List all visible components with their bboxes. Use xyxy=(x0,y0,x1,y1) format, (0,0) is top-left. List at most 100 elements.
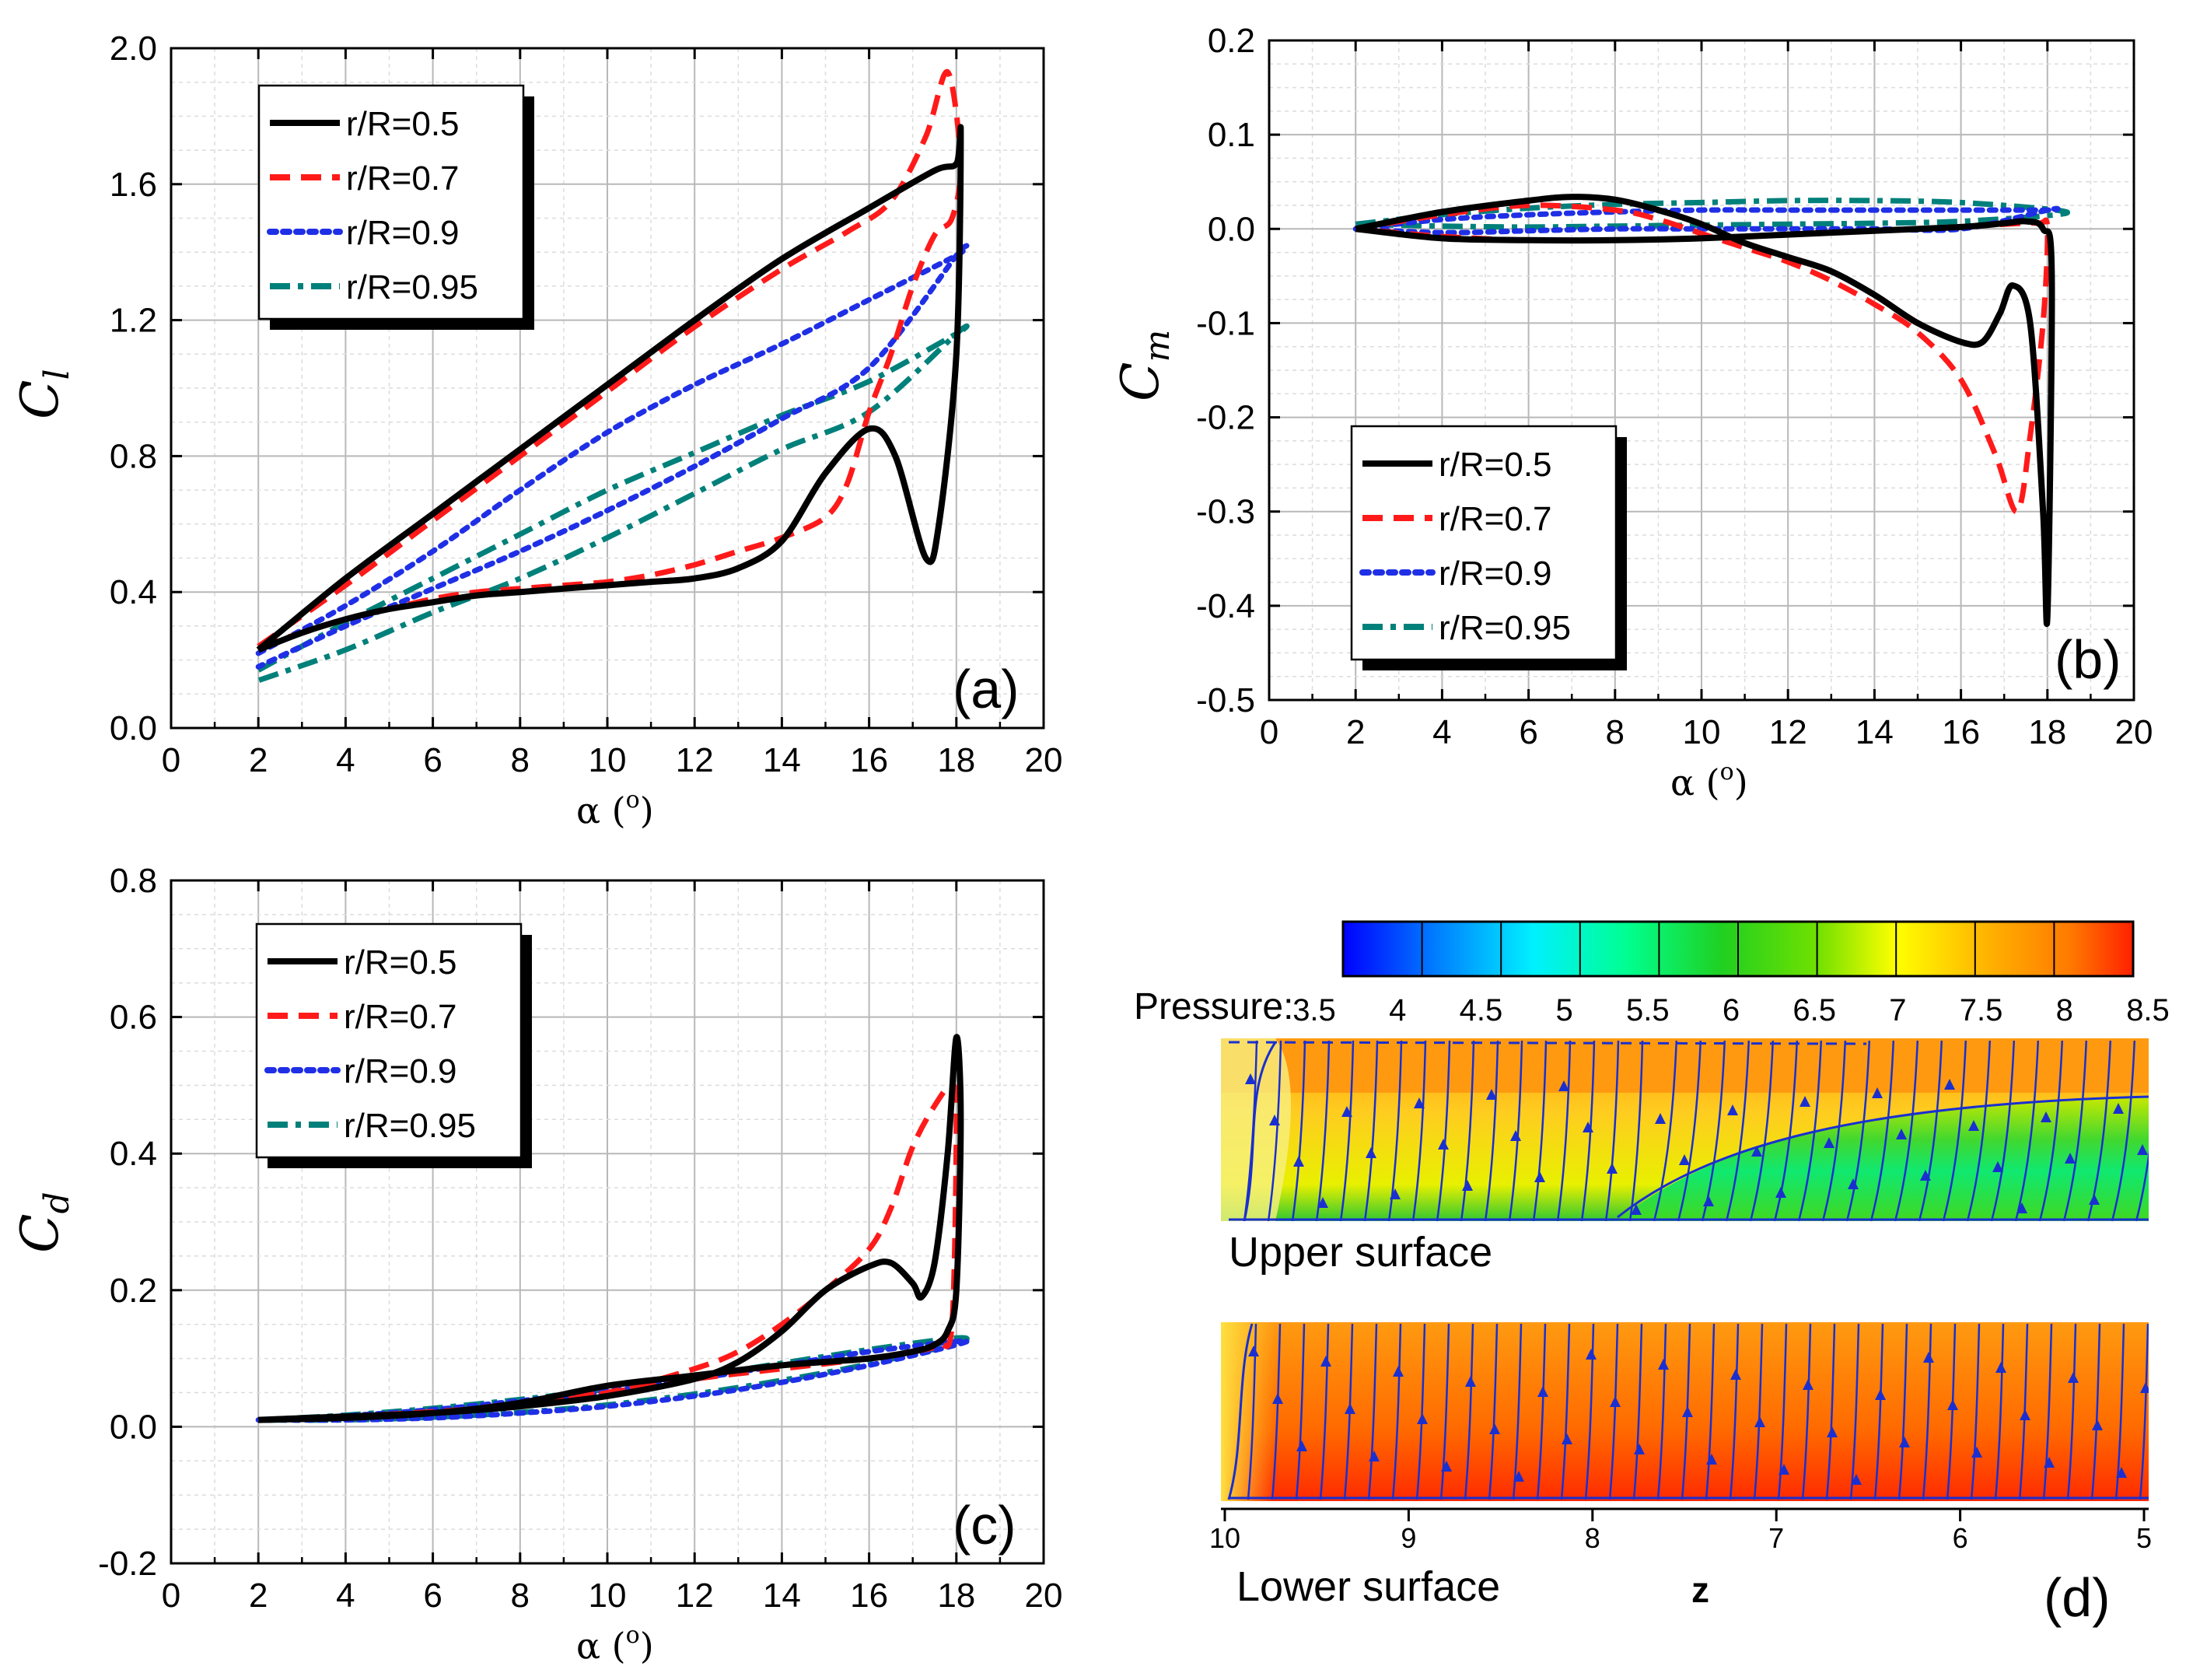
streamline xyxy=(1367,1323,1378,1500)
legend-label: r/R=0.95 xyxy=(344,1107,476,1145)
colorbar-tick-labels: 3.5 4 4.5 5 5.5 6 6.5 7 7.5 8 8.5 xyxy=(1292,993,2170,1027)
colorbar-label: Pressure: xyxy=(1134,986,1293,1027)
streamline-arrow xyxy=(1438,1139,1449,1150)
legend-label: r/R=0.5 xyxy=(346,105,460,143)
streamline-arrow xyxy=(1848,1178,1859,1189)
streamline-arrow xyxy=(1824,1137,1834,1148)
y-tick-label: -0.1 xyxy=(1196,304,1255,342)
streamline xyxy=(1532,1040,1548,1221)
y-tick-label: 0.6 xyxy=(110,999,157,1037)
streamline xyxy=(1777,1323,1788,1500)
lower-surface-streamlines xyxy=(1227,1323,2149,1500)
colorbar-tick-label: 6.5 xyxy=(1793,993,1836,1027)
streamline xyxy=(1628,1040,1644,1221)
x-axis-title-main: α ( xyxy=(576,1625,626,1667)
colorbar-tick-label: 3.5 xyxy=(1292,993,1336,1027)
streamline xyxy=(1391,1323,1402,1500)
streamline xyxy=(1247,1323,1257,1500)
series-line-b-2 xyxy=(1352,205,2061,236)
z-tick-label: 8 xyxy=(1585,1522,1600,1554)
streamline-arrow xyxy=(1513,1471,1524,1482)
streamline-arrow xyxy=(2068,1372,2079,1383)
x-tick-label: 4 xyxy=(336,1577,355,1615)
streamline xyxy=(1897,1323,1908,1500)
streamline xyxy=(1994,1323,2005,1500)
streamline-arrow xyxy=(1562,1433,1572,1444)
x-tick-label: 0 xyxy=(1260,713,1278,751)
legend-label: r/R=0.9 xyxy=(344,1052,457,1090)
streamline xyxy=(1942,1040,1967,1221)
x-tick-label: 8 xyxy=(511,741,530,779)
streamline xyxy=(1464,1323,1474,1500)
z-tick-label: 5 xyxy=(2136,1522,2152,1554)
streamline-arrow xyxy=(1800,1096,1810,1107)
legend-label: r/R=0.7 xyxy=(344,998,457,1036)
streamline-arrow xyxy=(1414,1097,1425,1108)
series-line-a-0 xyxy=(256,124,964,653)
y-tick-label: 1.2 xyxy=(110,302,157,340)
streamline-arrow xyxy=(1465,1376,1476,1387)
x-tick-label: 16 xyxy=(850,1577,888,1615)
colorbar-tick-label: 5.5 xyxy=(1626,993,1670,1027)
y-axis-title: Cm xyxy=(1110,330,1177,401)
streamline-arrow xyxy=(1607,1163,1618,1174)
ticks-a: 0 2 4 6 8 10 12 14 16 18 20 0.0 0.4 0.8 1.2 1.6 2.0 xyxy=(110,30,1063,779)
panel-c: 0 2 4 6 8 10 12 14 16 18 20 0.8 0.6 0.4 0.2 0.0 -0.2 α (o… xyxy=(10,862,1062,1667)
legend-label: r/R=0.95 xyxy=(346,268,478,306)
x-tick-label: 10 xyxy=(1683,713,1721,751)
colorbar-tick-label: 8.5 xyxy=(2126,993,2170,1027)
streamline xyxy=(1604,1040,1620,1221)
streamline-arrow xyxy=(1971,1447,1982,1458)
panel-label-d: (d) xyxy=(2044,1567,2111,1628)
streamline-arrow xyxy=(1992,1161,2003,1172)
streamline-arrow xyxy=(1682,1406,1693,1417)
streamline-arrow xyxy=(1775,1187,1786,1198)
streamline-arrow xyxy=(1245,1073,1256,1084)
streamline xyxy=(1556,1040,1572,1221)
x-tick-label: 18 xyxy=(937,1577,975,1615)
x-axis-title-main: α ( xyxy=(576,789,626,831)
streamline xyxy=(1946,1323,1957,1500)
streamline xyxy=(1753,1323,1764,1500)
streamline xyxy=(1460,1040,1475,1221)
streamline-arrow xyxy=(1655,1113,1666,1124)
streamline-arrow xyxy=(1462,1180,1473,1191)
y-tick-label: 0.0 xyxy=(110,709,157,747)
streamline xyxy=(1653,1040,1678,1221)
legend-label: r/R=0.95 xyxy=(1439,609,1571,647)
streamline-arrow xyxy=(1968,1120,1979,1131)
z-tick-label: 10 xyxy=(1209,1522,1240,1554)
upper-surface-label: Upper surface xyxy=(1229,1229,1492,1276)
y-tick-label: 0.4 xyxy=(110,573,157,611)
series-line-c-2 xyxy=(255,1338,970,1423)
streamline-arrow xyxy=(1558,1080,1569,1091)
streamline xyxy=(2111,1040,2136,1221)
streamline xyxy=(1271,1323,1282,1500)
series-line-a-2 xyxy=(255,243,970,670)
y-tick-label: -0.2 xyxy=(98,1545,157,1583)
streamline-edge xyxy=(1227,1323,1254,1500)
streamline xyxy=(1918,1040,1943,1221)
series-line-b-0 xyxy=(1355,194,2055,627)
x-tick-label: 16 xyxy=(1942,713,1980,751)
streamline xyxy=(1873,1323,1884,1500)
streamline-arrow xyxy=(1947,1399,1958,1410)
y-tick-label: 1.6 xyxy=(110,166,157,204)
x-tick-label: 6 xyxy=(1519,713,1537,751)
x-tick-label: 16 xyxy=(850,741,888,779)
streamline xyxy=(2066,1323,2077,1500)
streamline xyxy=(1436,1040,1451,1221)
streamline xyxy=(1922,1323,1932,1500)
legend-c: r/R=0.5 r/R=0.7 r/R=0.9 r/R=0.95 xyxy=(255,922,532,1168)
x-tick-label: 12 xyxy=(676,741,714,779)
y-tick-label: -0.2 xyxy=(1196,399,1255,437)
x-tick-label: 0 xyxy=(162,741,180,779)
streamline xyxy=(1484,1040,1499,1221)
y-tick-label: 0.2 xyxy=(110,1272,157,1310)
streamline xyxy=(1869,1040,1895,1221)
x-tick-label: 18 xyxy=(937,741,975,779)
panel-a: 0 2 4 6 8 10 12 14 16 18 20 0.0 0.4 0.8 1.2 1.6 2.0 α (o)… xyxy=(10,30,1062,831)
z-tick-label: 6 xyxy=(1953,1522,1968,1554)
x-tick-label: 14 xyxy=(763,1577,801,1615)
lower-surface-label: Lower surface xyxy=(1236,1563,1500,1610)
